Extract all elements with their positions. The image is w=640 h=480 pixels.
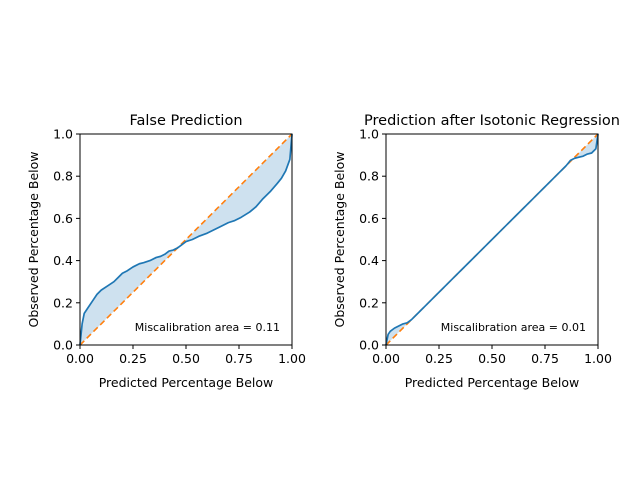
y-tick-label: 1.0 (53, 127, 73, 142)
y-tick-label: 0.6 (53, 211, 73, 226)
observed-calibration-line (385, 133, 599, 346)
x-tick-label: 0.25 (119, 351, 147, 366)
y-tick-label: 0.0 (53, 338, 73, 353)
x-tick-label: 0.50 (478, 351, 506, 366)
x-tick-label: 0.75 (225, 351, 253, 366)
x-tick-label: 0.00 (372, 351, 400, 366)
chart-title: False Prediction (129, 113, 242, 129)
y-axis-label: Observed Percentage Below (332, 151, 347, 327)
y-tick-label: 0.0 (359, 338, 379, 353)
y-tick-label: 0.8 (53, 169, 73, 184)
chart-panel-1: 0.00 0.25 0.50 0.75 1.00 0.0 0.2 0.4 0.6 0.8 1.0 Fa… (26, 113, 306, 390)
x-axis-label: Predicted Percentage Below (99, 375, 274, 390)
y-tick-label: 0.6 (359, 211, 379, 226)
chart-title: Prediction after Isotonic Regression (364, 113, 620, 129)
x-tick-label: 0.75 (531, 351, 559, 366)
y-tick-label: 0.2 (359, 295, 379, 310)
x-axis-label: Predicted Percentage Below (405, 375, 580, 390)
y-tick-label: 0.8 (359, 169, 379, 184)
chart-panel-2: 0.00 0.25 0.50 0.75 1.000.00.20.40.60.81.0Pr… (332, 113, 620, 390)
x-tick-label: 1.00 (584, 351, 612, 366)
y-tick-label: 0.4 (359, 253, 379, 268)
y-axis-label: Observed Percentage Below (26, 151, 41, 327)
x-tick-label: 1.00 (278, 351, 306, 366)
observed-calibration-line (79, 133, 293, 346)
x-tick-label: 0.00 (66, 351, 94, 366)
y-tick-label: 0.2 (53, 295, 73, 310)
miscalibration-annotation: Miscalibration area = 0.01 (441, 321, 586, 334)
ideal-calibration-line (79, 133, 293, 346)
y-tick-label: 0.4 (53, 253, 73, 268)
x-tick-label: 0.25 (425, 351, 453, 366)
y-tick-label: 1.0 (359, 127, 379, 142)
miscalibration-annotation: Miscalibration area = 0.11 (135, 321, 280, 334)
x-tick-label: 0.50 (172, 351, 200, 366)
